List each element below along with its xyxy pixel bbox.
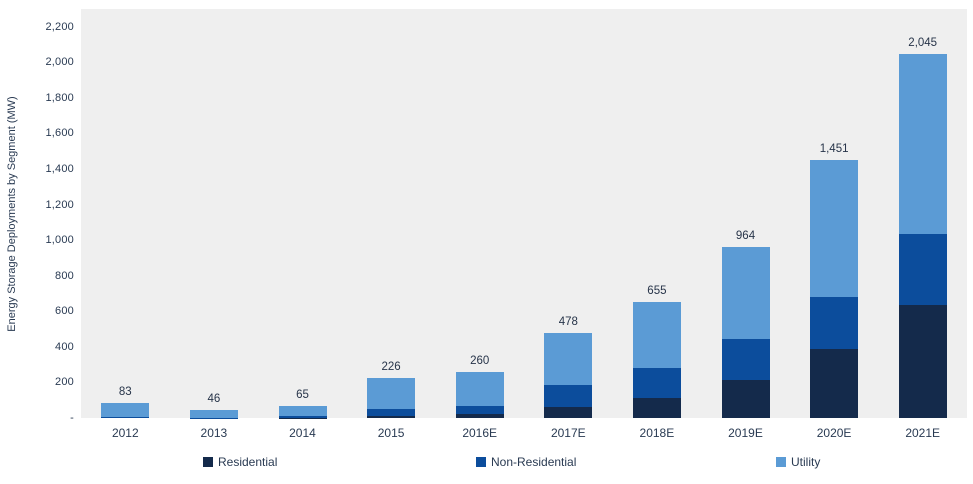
legend-item-utility: Utility [776, 455, 820, 469]
bar-total-label: 2,045 [908, 37, 938, 50]
bar-segment-utility-2021e [898, 54, 947, 234]
x-axis-label-2013: 2013 [200, 426, 228, 440]
x-axis-label-2019e: 2019E [728, 426, 763, 440]
x-axis-label-2017e: 2017E [550, 426, 586, 440]
x-axis-label-2014: 2014 [289, 426, 316, 440]
bar-total-label: 1,451 [819, 142, 849, 155]
legend-label: Utility [791, 455, 821, 469]
bar-segment-non-residential-2012 [101, 417, 150, 418]
legend-swatch-icon [476, 457, 486, 467]
legend-swatch-icon [203, 457, 213, 467]
x-axis-label-2015: 2015 [377, 426, 405, 440]
legend-item-non-residential: Non-Residential [476, 455, 576, 469]
legend-label: Non-Residential [491, 455, 577, 469]
bar-segment-utility-2018e [632, 301, 681, 369]
bar-total-label: 46 [207, 392, 221, 405]
y-tick-label: 800 [55, 269, 74, 282]
y-tick-label: 1,400 [45, 163, 74, 176]
y-tick-label: 2,200 [45, 20, 74, 33]
y-tick-label: 400 [55, 340, 74, 353]
bar-total-label: 964 [735, 229, 756, 242]
bar-segment-utility-2016e [455, 371, 504, 407]
y-tick-label: - [70, 412, 74, 424]
bar-segment-non-residential-2015 [367, 409, 416, 417]
y-tick-label: 2,000 [45, 56, 74, 69]
bar-segment-residential-2016e [455, 414, 504, 418]
bar-total-label: 478 [558, 315, 578, 328]
bar-segment-non-residential-2018e [632, 368, 681, 399]
bar-segment-utility-2015 [367, 377, 416, 410]
bar-segment-utility-2014 [278, 406, 327, 417]
y-tick-label: 600 [55, 305, 74, 318]
bar-total-label: 260 [470, 354, 490, 367]
legend-item-residential: Residential [203, 455, 277, 469]
y-tick-label: 1,600 [45, 127, 74, 140]
bar-segment-residential-2015 [367, 416, 416, 418]
bar-segment-residential-2017e [544, 407, 593, 418]
bar-segment-residential-2021e [898, 305, 947, 418]
bar-total-label: 655 [647, 284, 667, 297]
x-axis-label-2020e: 2020E [816, 426, 852, 440]
bar-segment-non-residential-2014 [278, 416, 327, 418]
bar-total-label: 83 [118, 386, 132, 399]
bar-segment-residential-2019e [721, 379, 770, 418]
x-axis-label-2021e: 2021E [905, 426, 941, 440]
bar-segment-utility-2013 [189, 409, 238, 418]
bar-segment-residential-2020e [810, 348, 859, 418]
bar-segment-utility-2012 [101, 403, 150, 418]
bar-total-label: 65 [296, 389, 309, 402]
bar-segment-non-residential-2020e [810, 297, 859, 349]
x-axis-label-2012: 2012 [111, 426, 139, 440]
bar-segment-non-residential-2016e [455, 406, 504, 415]
legend-label: Residential [218, 455, 278, 469]
y-tick-label: 1,000 [45, 234, 74, 247]
bar-total-label: 226 [381, 360, 401, 373]
bar-segment-utility-2020e [810, 159, 859, 298]
y-tick-label: 1,200 [45, 198, 74, 211]
bar-segment-non-residential-2021e [898, 233, 947, 306]
x-axis-label-2018e: 2018E [639, 426, 675, 440]
bar-segment-residential-2018e [632, 398, 681, 418]
y-tick-label: 200 [55, 376, 74, 389]
x-axis-label-2016e: 2016E [462, 426, 498, 440]
y-tick-label: 1,800 [45, 91, 74, 104]
bar-segment-non-residential-2019e [721, 338, 770, 380]
legend-swatch-icon [776, 457, 786, 467]
bar-segment-utility-2017e [544, 332, 593, 386]
bar-segment-utility-2019e [721, 246, 770, 339]
bar-segment-non-residential-2017e [544, 385, 593, 408]
